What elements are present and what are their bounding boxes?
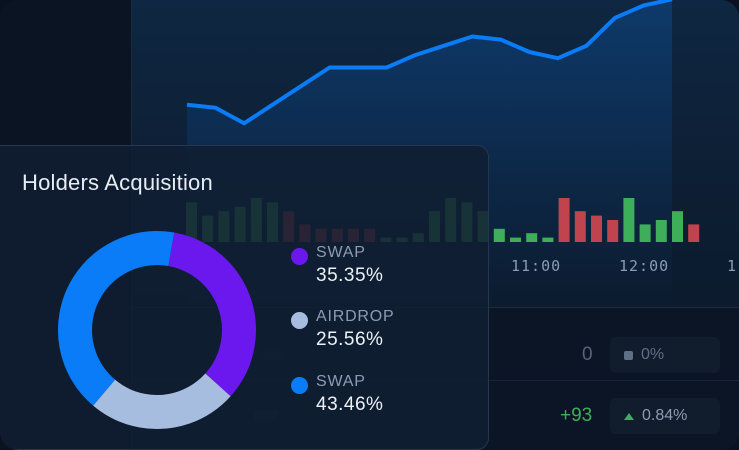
x-tick-label: 12:00	[619, 257, 670, 275]
change-value: 0.84%	[642, 407, 688, 424]
legend-color-dot	[291, 312, 308, 329]
holders-donut-chart[interactable]	[57, 230, 257, 430]
row-value: 0	[582, 344, 593, 365]
volume-bar[interactable]	[558, 198, 570, 242]
x-tick-label: 11:00	[511, 257, 562, 275]
card-title: Holders Acquisition	[22, 170, 213, 195]
change-badge: 0%	[610, 337, 720, 373]
volume-bar[interactable]	[542, 237, 554, 242]
volume-bar[interactable]	[688, 224, 700, 242]
volume-bar[interactable]	[672, 211, 683, 242]
volume-bar[interactable]	[639, 224, 651, 242]
price-series-line[interactable]	[186, 0, 673, 126]
legend-label: SWAP	[316, 244, 366, 261]
volume-bar[interactable]	[526, 233, 538, 242]
row-value: +93	[560, 405, 593, 426]
legend-value: 35.35%	[316, 265, 384, 286]
volume-bar[interactable]	[591, 215, 602, 242]
up-arrow-icon	[624, 412, 634, 420]
legend-label: AIRDROP	[316, 308, 395, 325]
change-value: 0%	[641, 346, 665, 363]
volume-bar[interactable]	[574, 211, 586, 242]
legend-value: 43.46%	[316, 394, 384, 415]
volume-bar[interactable]	[510, 237, 521, 242]
legend-value: 25.56%	[316, 329, 384, 350]
volume-bar[interactable]	[493, 228, 505, 242]
neutral-square-icon	[624, 350, 633, 360]
legend-color-dot	[291, 377, 308, 394]
legend-label: SWAP	[316, 373, 366, 390]
donut-slice-airdrop-1[interactable]	[58, 231, 256, 429]
x-tick-label: 1	[727, 257, 738, 275]
legend-color-dot	[291, 248, 308, 265]
volume-bar[interactable]	[623, 198, 635, 242]
volume-bar[interactable]	[655, 220, 667, 242]
donut-slice-swap-2[interactable]	[58, 231, 256, 429]
volume-bar[interactable]	[607, 220, 619, 242]
change-badge: 0.84%	[610, 398, 720, 434]
